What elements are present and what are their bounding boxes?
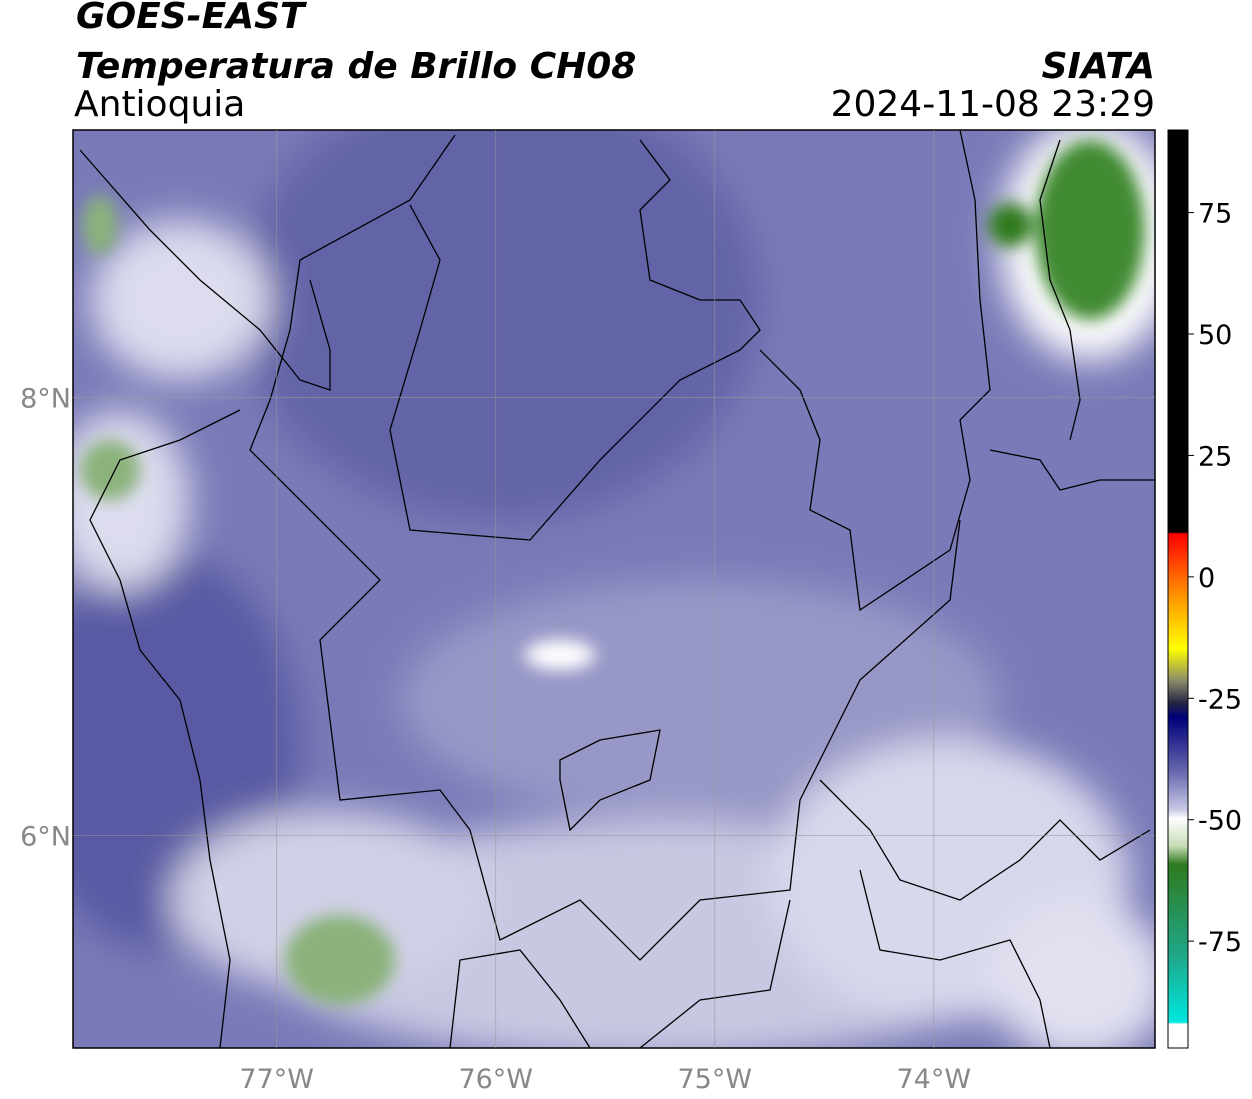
y-tick-label: 8°N bbox=[20, 383, 71, 414]
y-tick-label: 6°N bbox=[20, 821, 71, 852]
colorbar-tick-label: -25 bbox=[1198, 684, 1242, 715]
axes: 77°W 76°W 75°W 74°W 8°N 6°N 75 50 25 0 -25 -50 -75 bbox=[20, 130, 1242, 1095]
colorbar-tick-label: 75 bbox=[1198, 199, 1232, 230]
x-tick-label: 77°W bbox=[239, 1064, 314, 1095]
region: Antioquia bbox=[74, 84, 245, 125]
map-field bbox=[73, 130, 1155, 1048]
colorbar-tick-label: -75 bbox=[1198, 927, 1242, 958]
product: Temperatura de Brillo CH08 bbox=[76, 46, 636, 87]
source: SIATA bbox=[1042, 46, 1155, 87]
colorbar-tick-label: 0 bbox=[1198, 563, 1215, 594]
map-frame bbox=[72, 129, 1156, 1049]
x-tick-label: 76°W bbox=[458, 1064, 533, 1095]
colorbar-tick-label: 25 bbox=[1198, 441, 1232, 472]
x-tick-label: 75°W bbox=[677, 1064, 752, 1095]
datetime: 2024-11-08 23:29 bbox=[831, 84, 1155, 125]
colorbar-tick-label: -50 bbox=[1198, 806, 1242, 837]
colorbar-tick-label: 50 bbox=[1198, 320, 1232, 351]
colorbar bbox=[1167, 129, 1189, 1049]
satellite: GOES-EAST bbox=[76, 0, 307, 37]
x-tick-label: 74°W bbox=[897, 1064, 972, 1095]
